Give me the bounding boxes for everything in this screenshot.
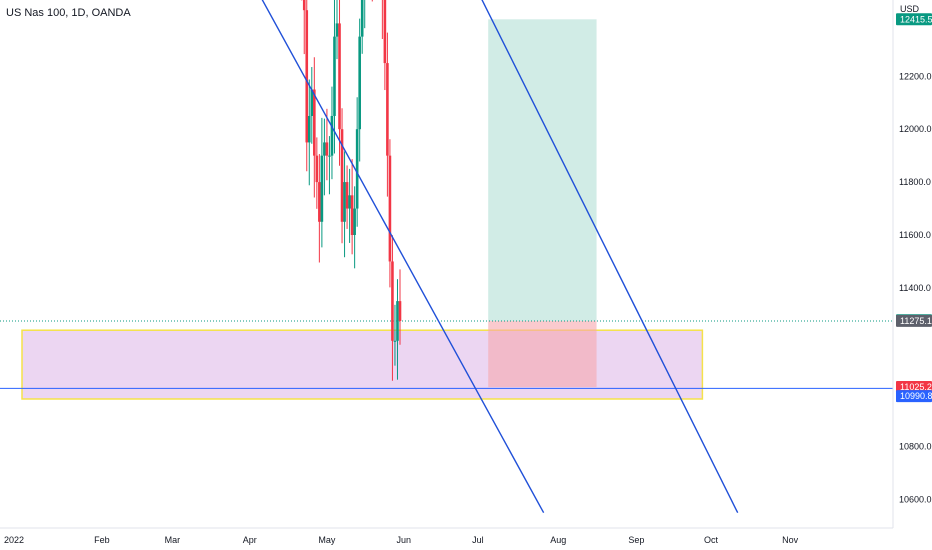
time-tick-may: May [318, 535, 336, 545]
price-badges: 14449.012415.511277.611275.111025.210990… [896, 13, 932, 403]
price-badge-label-1: 12415.5 [900, 14, 932, 24]
candle-body-132 [353, 208, 356, 235]
candle-body-127 [340, 129, 344, 222]
candle-body-135 [360, 0, 364, 37]
time-tick-apr: Apr [243, 535, 257, 545]
price-axis[interactable]: 15400.015200.015000.014800.014600.014200… [899, 0, 932, 505]
candle-body-130 [348, 195, 351, 209]
candle-body-146 [388, 155, 392, 262]
channel-lower-line [261, 0, 545, 514]
candle-body-113 [305, 10, 309, 143]
time-tick-sep: Sep [628, 535, 644, 545]
candle-body-112 [302, 0, 306, 11]
candle-body-122 [328, 155, 331, 157]
currency-label: USD [900, 4, 920, 14]
candle-body-147 [391, 261, 394, 341]
price-badge-1 [896, 13, 932, 26]
candle-body-117 [315, 155, 319, 183]
candle-body-125 [335, 23, 339, 37]
candle-body-144 [383, 0, 387, 64]
time-tick-oct: Oct [704, 535, 719, 545]
price-tick-11600: 11600.0 [899, 230, 931, 240]
chart-title: US Nas 100, 1D, OANDA [6, 7, 131, 19]
position-target-area [488, 19, 597, 321]
candle-body-149 [396, 301, 399, 341]
candle-body-129 [345, 182, 349, 209]
price-badge-4 [896, 381, 932, 394]
time-axis[interactable]: 2022 Feb Mar Apr May Jun Jul Aug Sep Oct Nov [4, 535, 799, 545]
price-tick-10800: 10800.0 [899, 442, 932, 452]
candles-layer [301, 0, 402, 381]
time-tick-2022: 2022 [4, 535, 24, 545]
price-badge-3 [896, 314, 932, 327]
candle-body-126 [338, 23, 341, 130]
candle-body-120 [323, 142, 326, 156]
price-badge-label-4: 11025.2 [900, 382, 932, 392]
horizontal-lines-layer [0, 387, 893, 389]
price-tick-11400: 11400.0 [899, 283, 931, 293]
candle-body-124 [333, 36, 336, 116]
candle-body-114 [307, 115, 311, 143]
candle-body-115 [310, 89, 314, 116]
time-tick-nov: Nov [782, 535, 799, 545]
price-tick-10600: 10600.0 [899, 495, 932, 505]
candle-body-121 [325, 142, 329, 156]
position-stop-area [488, 320, 597, 388]
candle-body-148 [393, 340, 397, 342]
candle-body-123 [330, 115, 334, 156]
channel-lines-layer [261, 0, 739, 514]
price-tick-11800: 11800.0 [899, 177, 931, 187]
time-tick-jun: Jun [397, 535, 412, 545]
candle-body-145 [386, 63, 389, 156]
price-tick-12000: 12000.0 [899, 124, 932, 134]
candle-body-118 [318, 182, 321, 222]
time-tick-mar: Mar [165, 535, 181, 545]
price-badge-label-5: 10990.8 [900, 391, 932, 401]
price-tick-12200: 12200.0 [899, 71, 932, 81]
candle-body-150 [398, 301, 402, 321]
candle-body-116 [313, 89, 316, 156]
candle-body-133 [355, 129, 359, 209]
channel-upper-line [481, 0, 739, 514]
candle-body-131 [350, 195, 354, 235]
candle-body-134 [358, 36, 361, 130]
candle-body-119 [320, 155, 324, 222]
time-tick-feb: Feb [94, 535, 110, 545]
price-badge-5 [896, 390, 932, 403]
price-badge-label-3: 11275.1 [900, 316, 932, 326]
time-tick-jul: Jul [472, 535, 484, 545]
long-position-tool[interactable] [0, 19, 893, 388]
candle-body-128 [343, 182, 346, 222]
time-tick-aug: Aug [550, 535, 566, 545]
